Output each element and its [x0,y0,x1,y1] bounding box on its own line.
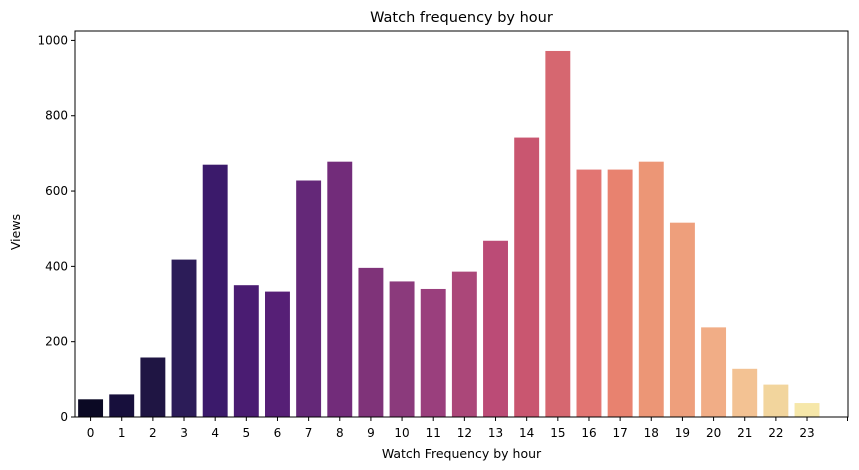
x-tick-label-3: 3 [180,426,188,440]
bar-8 [327,161,353,417]
bar-18 [638,161,664,417]
bar-22 [763,384,789,417]
x-tick-label-11: 11 [426,426,441,440]
bar-20 [701,327,727,417]
bars-group [78,50,820,418]
plot-frame [74,30,849,418]
x-tick-label-2: 2 [149,426,157,440]
x-tick-label-4: 4 [211,426,219,440]
x-tick-label-23: 23 [799,426,814,440]
x-tick-label-13: 13 [488,426,503,440]
x-tick-label-12: 12 [457,426,472,440]
y-tick-label: 200 [45,335,68,349]
bar-0 [78,399,104,417]
bar-7 [296,180,322,417]
bar-1 [109,394,135,417]
y-tick-label: 1000 [37,33,68,47]
y-tick-label: 800 [45,109,68,123]
x-tick-label-8: 8 [336,426,344,440]
bar-9 [358,267,384,417]
x-tick-label-22: 22 [768,426,783,440]
x-tick-label-5: 5 [242,426,250,440]
bar-15 [545,50,571,418]
x-tick-label-0: 0 [87,426,95,440]
x-tick-label-16: 16 [581,426,596,440]
x-tick-label-9: 9 [367,426,375,440]
x-tick-label-17: 17 [612,426,627,440]
x-tick-label-15: 15 [550,426,565,440]
bar-13 [483,240,508,417]
x-tick-label-10: 10 [394,426,409,440]
bar-4 [202,164,228,417]
chart-title: Watch frequency by hour [370,10,553,26]
bar-21 [732,368,758,417]
y-axis-label: Views [8,214,23,250]
bar-2 [140,357,166,417]
y-axis: 0 200 400 600 800 1000 [37,33,75,424]
y-tick-label: 400 [45,259,68,273]
y-tick-label: 0 [60,410,68,424]
bar-5 [233,285,259,417]
x-tick-label-19: 19 [675,426,690,440]
x-axis: 0 1 2 3 4 5 6 7 8 9 10 11 12 13 14 15 16 17 18 19 20 21 22 23 [87,417,848,440]
y-tick-label: 600 [45,184,68,198]
bar-23 [794,403,820,417]
bar-17 [607,169,633,417]
bar-12 [451,271,477,417]
bar-3 [171,259,197,417]
x-tick-label-20: 20 [706,426,721,440]
bar-6 [265,291,290,417]
x-tick-label-21: 21 [737,426,752,440]
bar-14 [514,137,540,417]
x-tick-label-18: 18 [644,426,659,440]
bar-11 [420,288,446,417]
x-axis-label: Watch Frequency by hour [382,446,542,461]
bar-10 [389,281,415,417]
x-tick-label-6: 6 [274,426,282,440]
x-tick-label-14: 14 [519,426,534,440]
bar-19 [669,222,695,417]
x-tick-label-7: 7 [305,426,313,440]
bar-16 [576,169,602,417]
x-tick-label-1: 1 [118,426,126,440]
